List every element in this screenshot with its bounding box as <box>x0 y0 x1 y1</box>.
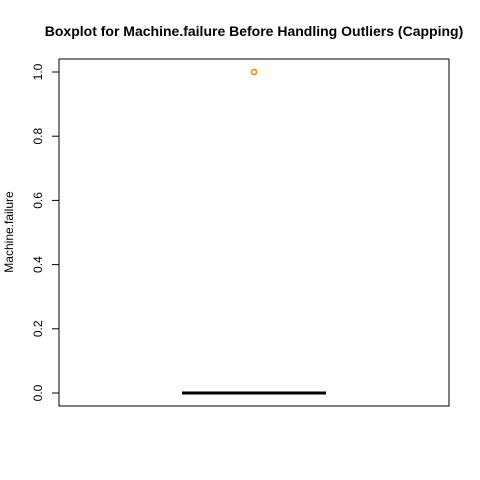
y-tick-label-0: 0.0 <box>31 384 45 401</box>
y-tick-label-2: 0.4 <box>31 256 45 273</box>
outlier-point-0 <box>250 68 258 76</box>
y-tick-label-3: 0.6 <box>31 192 45 209</box>
y-tick-label-1: 0.2 <box>31 320 45 337</box>
y-axis: 0.0 0.2 0.4 0.6 0.8 1.0 <box>31 63 60 401</box>
plot-frame <box>58 58 450 407</box>
y-tick-label-4: 0.8 <box>31 128 45 145</box>
y-tick-label-5: 1.0 <box>31 63 45 80</box>
boxplot-marks <box>182 68 326 395</box>
chart-title: Boxplot for Machine.failure Before Handl… <box>45 23 463 39</box>
y-axis-label: Machine.failure <box>2 191 16 273</box>
